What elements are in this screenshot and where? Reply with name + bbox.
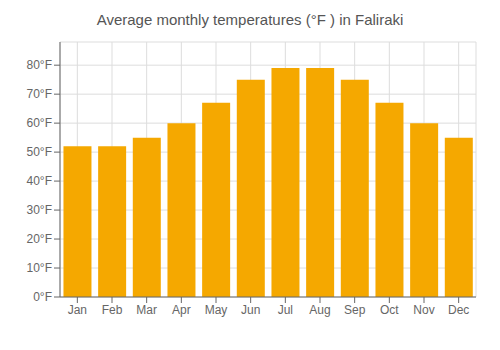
svg-text:Dec: Dec (448, 303, 469, 317)
svg-text:0°F: 0°F (33, 290, 52, 304)
svg-text:Nov: Nov (413, 303, 434, 317)
svg-text:Sep: Sep (344, 303, 366, 317)
svg-text:80°F: 80°F (27, 58, 52, 72)
svg-text:30°F: 30°F (27, 203, 52, 217)
svg-text:Mar: Mar (136, 303, 157, 317)
svg-text:May: May (205, 303, 228, 317)
svg-text:Jun: Jun (241, 303, 260, 317)
svg-text:Aug: Aug (309, 303, 330, 317)
svg-text:Oct: Oct (380, 303, 399, 317)
svg-text:Jan: Jan (68, 303, 87, 317)
svg-text:Jul: Jul (278, 303, 293, 317)
svg-text:10°F: 10°F (27, 261, 52, 275)
svg-text:40°F: 40°F (27, 174, 52, 188)
svg-text:20°F: 20°F (27, 232, 52, 246)
svg-text:Feb: Feb (102, 303, 123, 317)
svg-text:50°F: 50°F (27, 145, 52, 159)
html-text:Average monthly temperatures (: Average monthly temperatures (°F ) in Fa… (96, 11, 404, 28)
svg-text:70°F: 70°F (27, 87, 52, 101)
svg-text:60°F: 60°F (27, 116, 52, 130)
svg-text:Apr: Apr (172, 303, 191, 317)
